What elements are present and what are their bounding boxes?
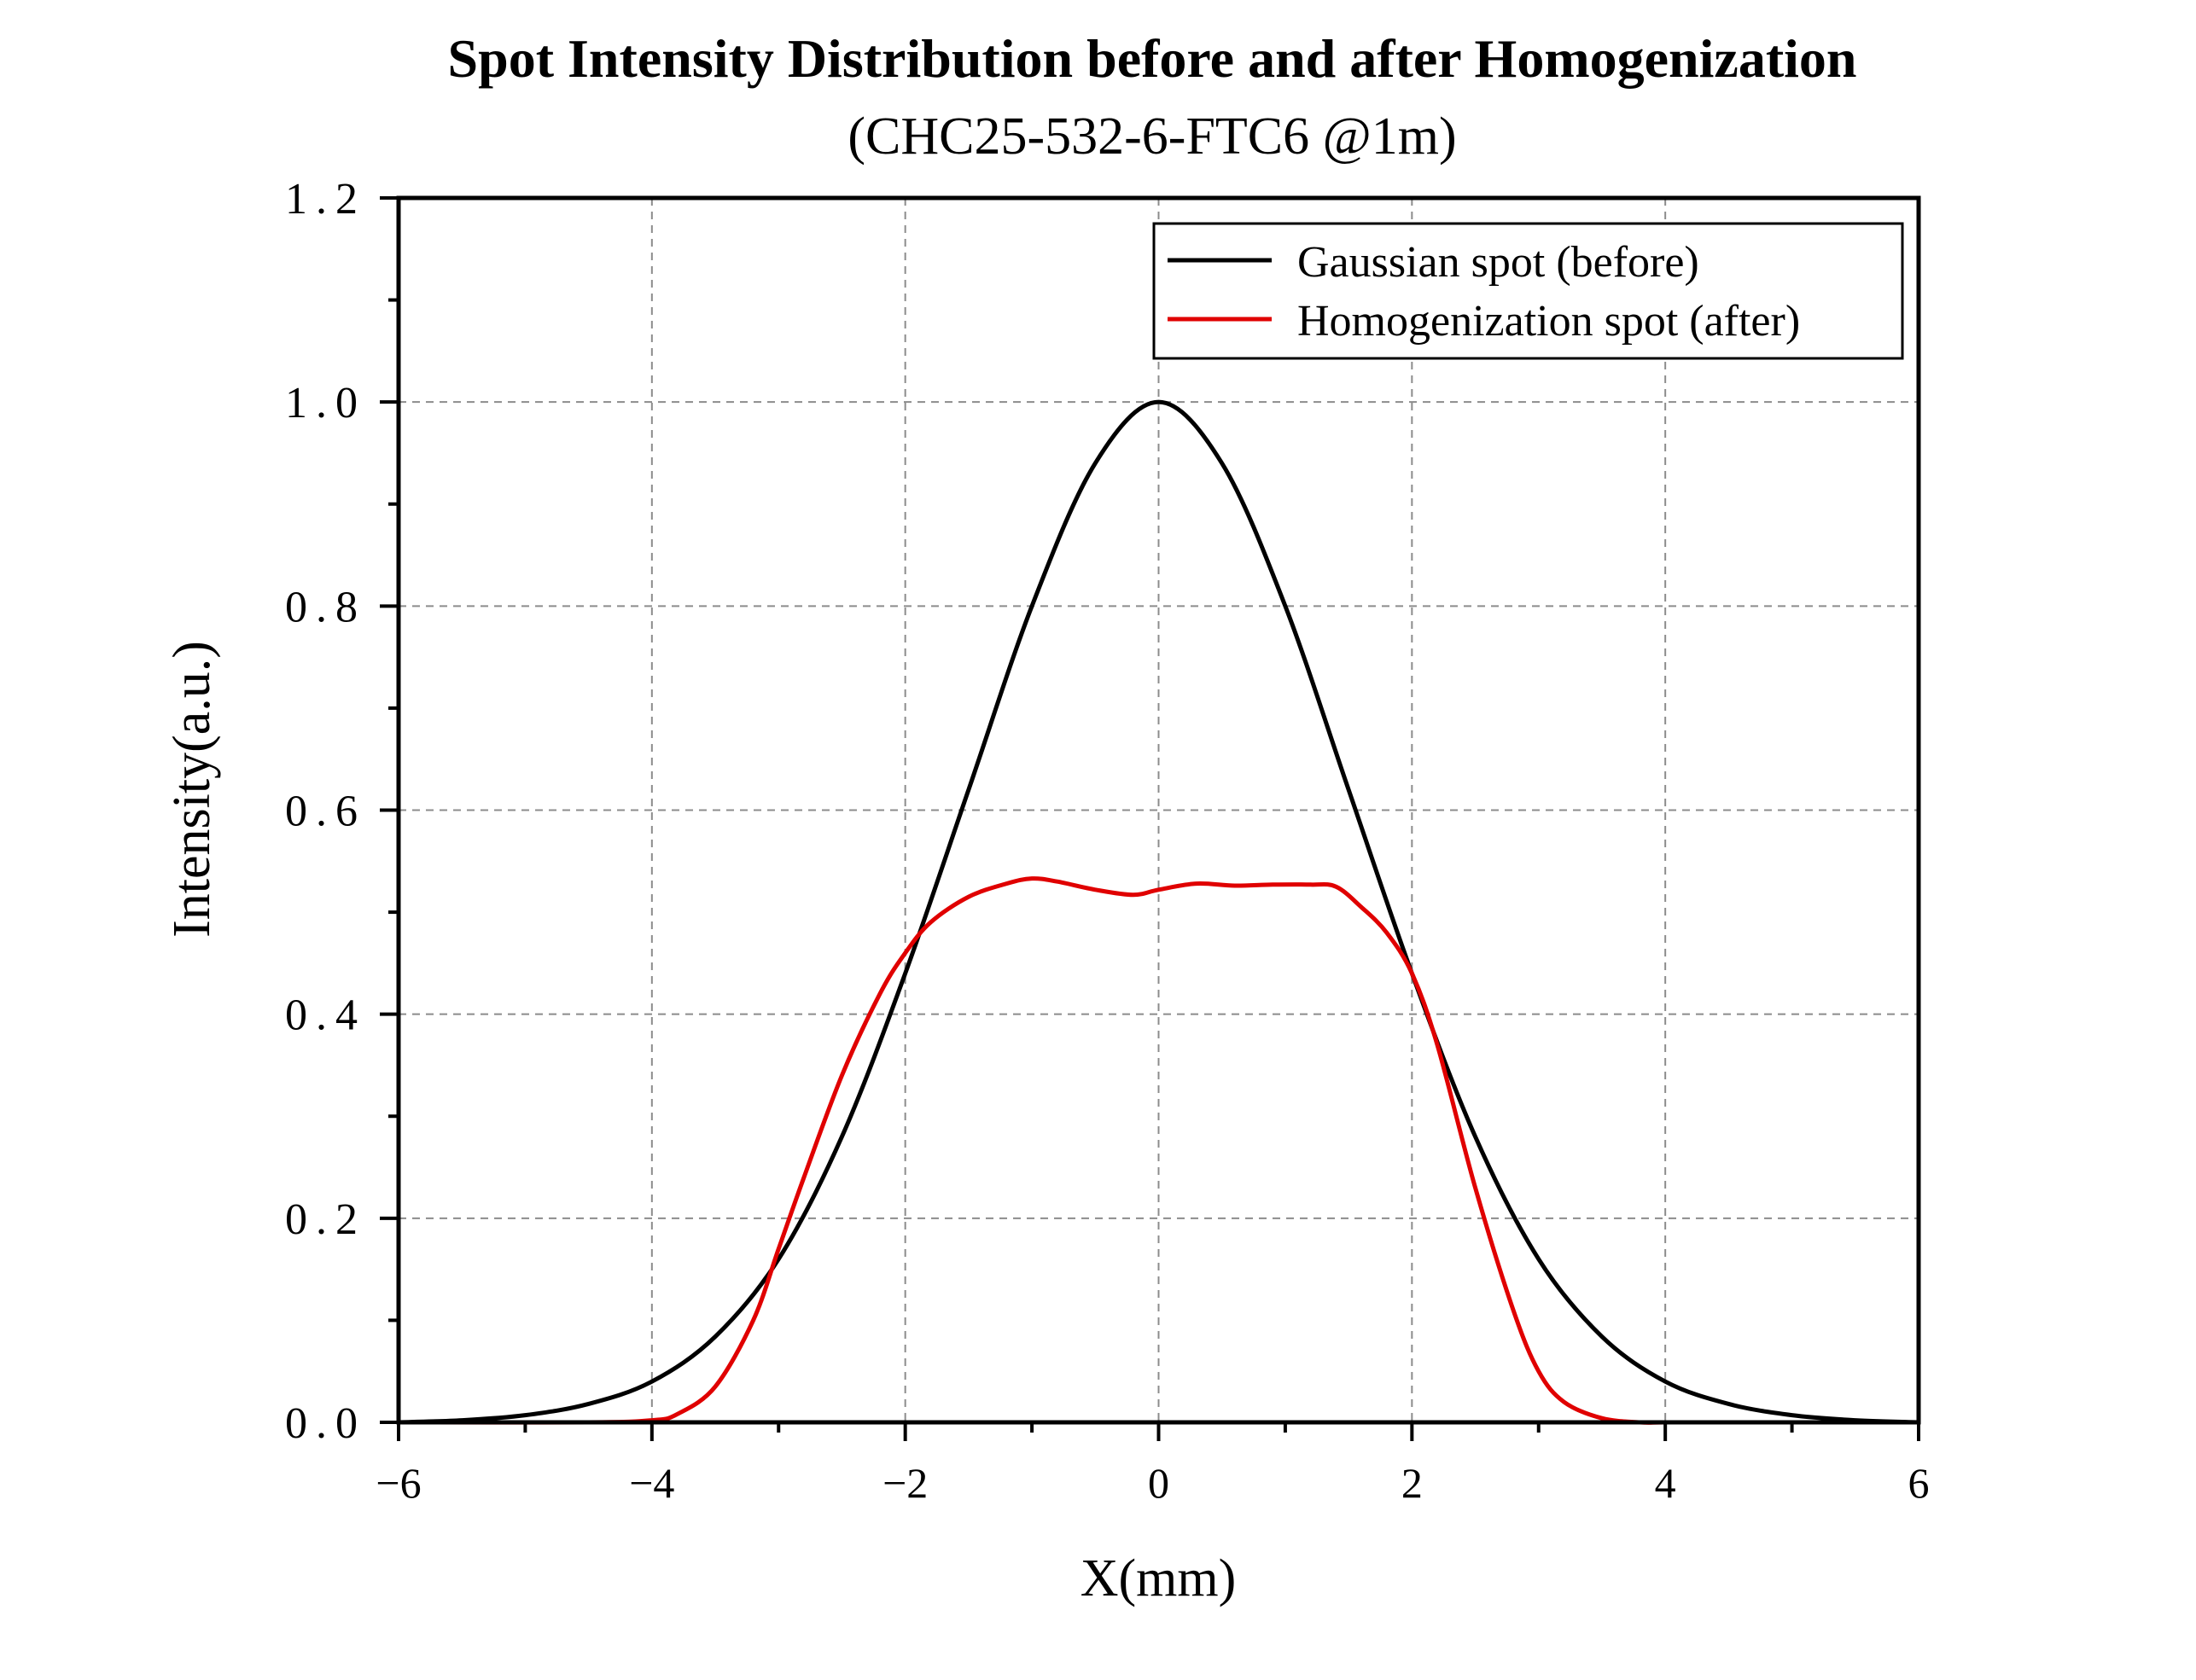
y-tick-label: 1.2: [285, 175, 366, 224]
x-tick-label: 2: [1401, 1459, 1423, 1507]
x-tick-label: −2: [882, 1459, 928, 1507]
x-tick-label: −6: [376, 1459, 421, 1507]
chart-title: Spot Intensity Distribution before and a…: [448, 28, 1857, 89]
legend-label-gaussian: Gaussian spot (before): [1297, 238, 1699, 287]
y-tick-label: 1.0: [285, 379, 366, 427]
series-layer: [398, 399, 1919, 1425]
tick-labels: −6 −4 −2 0 2 4 6 0.0 0.2 0.4 0.6 0.8 1.0 1.2: [285, 175, 1930, 1507]
x-axis-label: X(mm): [1081, 1549, 1237, 1607]
series-line-gaussian: [398, 399, 1919, 1425]
y-axis-label: Intensity(a.u.): [163, 641, 221, 938]
axis-ticks: [380, 196, 1920, 1441]
y-tick-label: 0.8: [285, 583, 366, 631]
legend-box: [1152, 222, 1904, 360]
y-tick-label: 0.0: [285, 1399, 366, 1448]
y-tick-label: 0.2: [285, 1195, 366, 1244]
x-tick-label: 6: [1908, 1459, 1930, 1507]
chart-subtitle: (CHC25-532-6-FTC6 @1m): [848, 108, 1456, 166]
x-tick-label: 4: [1655, 1459, 1676, 1507]
x-tick-label: 0: [1148, 1459, 1169, 1507]
y-tick-label: 0.6: [285, 788, 366, 836]
legend: Gaussian spot (before) Homogenization sp…: [1152, 222, 1904, 360]
series-line-homogenization: [398, 876, 1919, 1425]
x-tick-label: −4: [629, 1459, 674, 1507]
grid: [399, 198, 1919, 1422]
y-tick-label: 0.4: [285, 991, 366, 1040]
legend-label-homogenization: Homogenization spot (after): [1297, 297, 1800, 346]
